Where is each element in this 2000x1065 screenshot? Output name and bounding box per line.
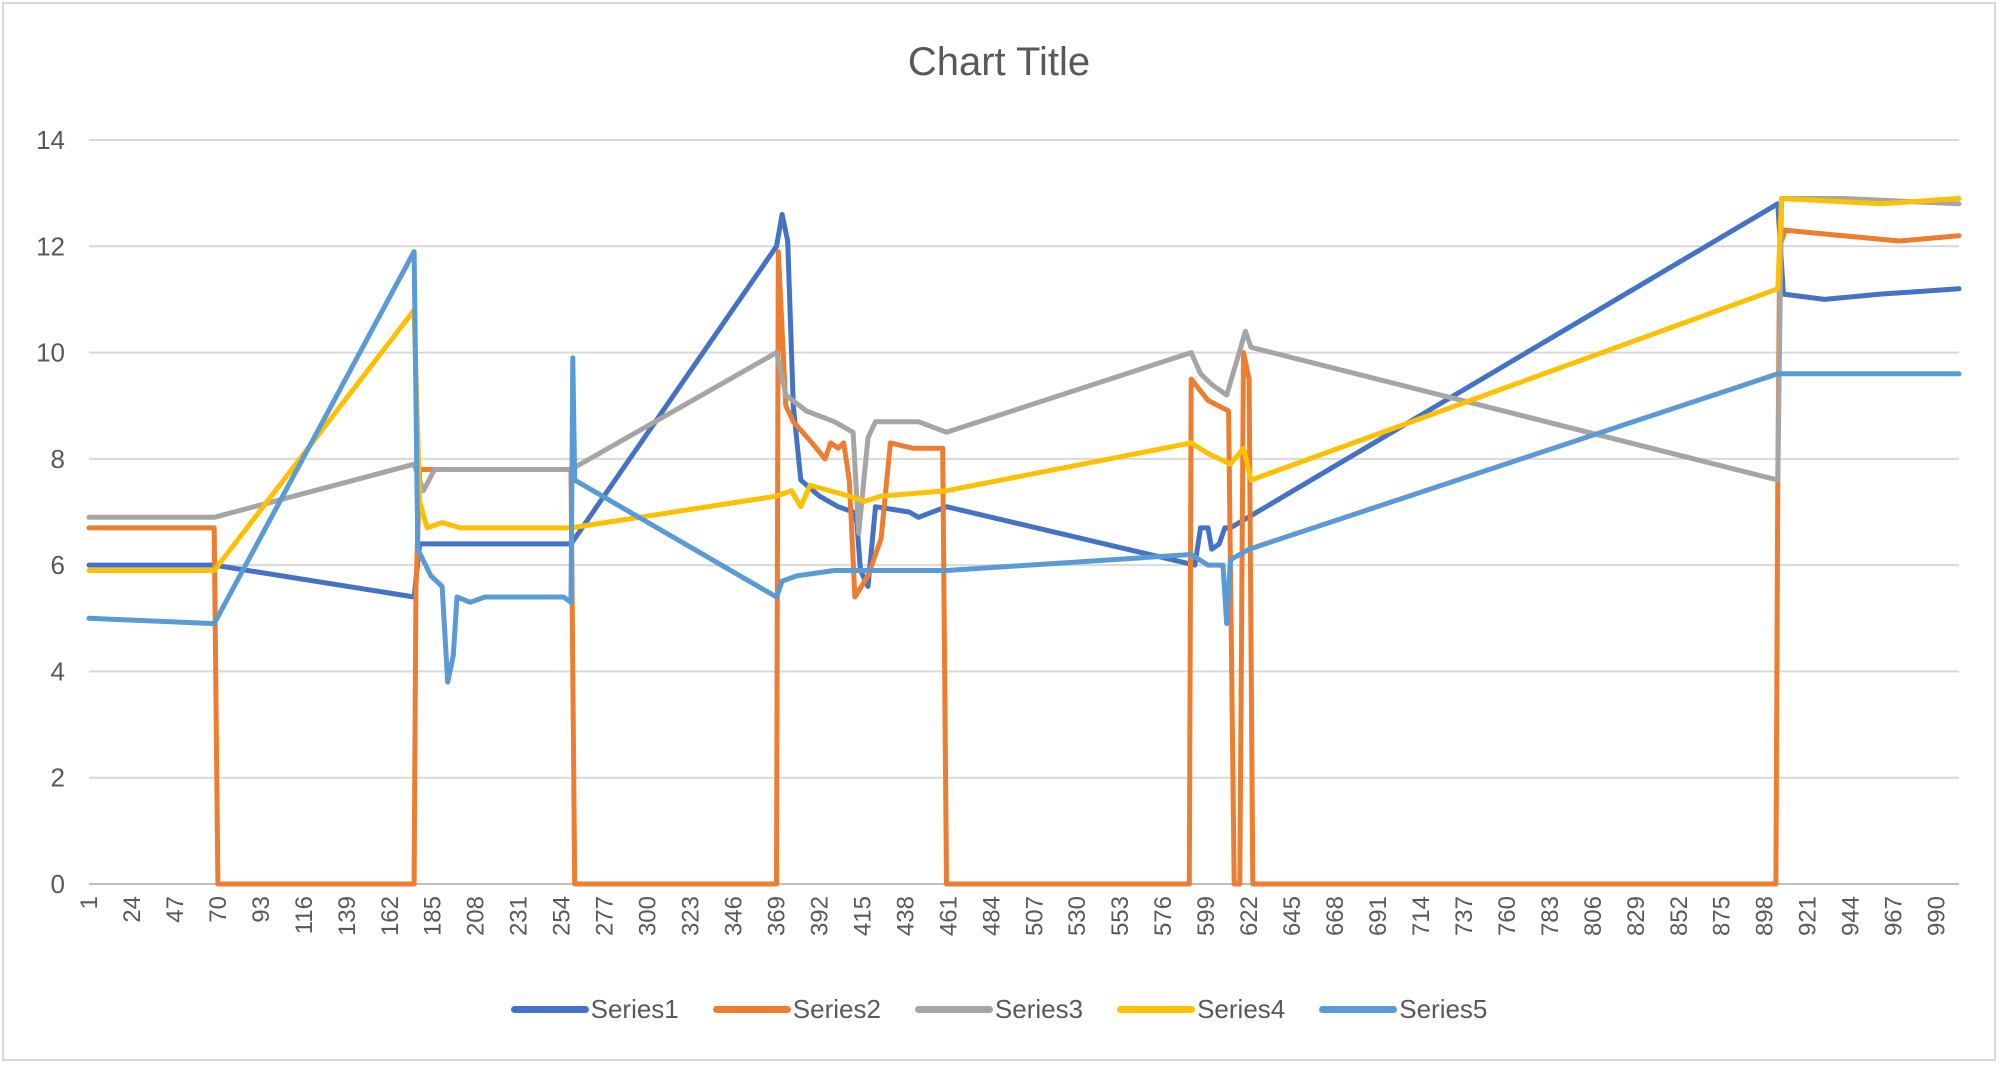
legend-swatch [1117,1006,1196,1013]
legend-label: Series1 [590,994,679,1024]
y-tick-label: 14 [36,125,65,155]
y-tick-label: 12 [36,231,65,261]
chart-title: Chart Title [907,40,1091,84]
x-tick-label: 806 [1580,896,1607,936]
x-tick-label: 323 [678,896,705,936]
y-tick-label: 8 [51,444,65,474]
x-tick-label: 369 [763,896,790,936]
x-tick-label: 760 [1494,896,1521,936]
x-tick-label: 208 [463,896,490,936]
x-tick-label: 530 [1064,896,1091,936]
x-tick-label: 254 [549,896,576,936]
legend-item-series4: Series4 [1117,994,1285,1025]
x-tick-label: 300 [635,896,662,936]
x-tick-label: 507 [1021,896,1048,936]
x-tick-label: 852 [1666,896,1693,936]
x-tick-label: 392 [806,896,833,936]
x-tick-label: 783 [1537,896,1564,936]
x-tick-label: 898 [1752,896,1779,936]
legend-label: Series2 [792,994,881,1024]
x-tick-label: 484 [978,896,1005,936]
y-tick-label: 2 [51,763,65,793]
series-line-series2 [86,227,1962,887]
series-lines [86,196,1962,887]
x-tick-label: 875 [1709,896,1736,936]
legend-swatch [712,1006,791,1013]
x-tick-label: 691 [1365,896,1392,936]
x-tick-label: 553 [1107,896,1134,936]
x-tick-label: 576 [1150,896,1177,936]
legend: Series1 Series2 Series3 Series4 Series5 [4,994,1994,1025]
legend-item-series5: Series5 [1319,994,1487,1025]
x-tick-label: 714 [1408,896,1435,936]
y-tick-label: 10 [36,338,65,368]
x-tick-label: 346 [721,896,748,936]
y-tick-label: 6 [51,550,65,580]
x-tick-label: 944 [1838,896,1865,936]
legend-swatch [914,1006,993,1013]
x-tick-label: 921 [1795,896,1822,936]
x-tick-label: 737 [1451,896,1478,936]
gridlines [89,139,1959,885]
x-tick-label: 668 [1322,896,1349,936]
y-tick-label: 4 [51,656,65,686]
x-tick-label: 231 [506,896,533,936]
x-tick-label: 599 [1193,896,1220,936]
legend-swatch [510,1006,589,1013]
x-tick-label: 967 [1881,896,1908,936]
series-line-series5 [86,249,1962,685]
legend-item-series3: Series3 [914,994,1084,1025]
x-tick-label: 277 [592,896,619,936]
x-tick-label: 990 [1924,896,1951,936]
x-tick-label: 645 [1279,896,1306,936]
x-tick-label: 185 [420,896,447,936]
x-tick-label: 139 [334,896,361,936]
x-tick-label: 415 [849,896,876,936]
x-tick-label: 622 [1236,896,1263,936]
legend-item-series1: Series1 [510,994,679,1025]
legend-label: Series3 [994,994,1084,1024]
y-tick-label: 0 [51,869,65,899]
x-tick-label: 162 [377,896,404,936]
x-tick-label: 93 [248,896,275,923]
series-line-series3 [86,196,1962,536]
x-tick-label: 24 [119,896,146,923]
x-tick-label: 47 [162,896,189,923]
x-tick-label: 461 [935,896,962,936]
legend-item-series2: Series2 [712,994,881,1025]
x-tick-label: 438 [892,896,919,936]
legend-swatch [1319,1006,1398,1013]
x-tick-label: 1 [76,896,103,909]
legend-label: Series4 [1197,994,1286,1024]
x-tick-label: 116 [291,896,318,934]
series-line-series4 [86,196,1962,573]
x-tick-label: 70 [205,896,232,923]
legend-label: Series5 [1399,994,1488,1024]
series-line-series1 [86,201,1962,600]
x-tick-label: 829 [1623,896,1650,936]
